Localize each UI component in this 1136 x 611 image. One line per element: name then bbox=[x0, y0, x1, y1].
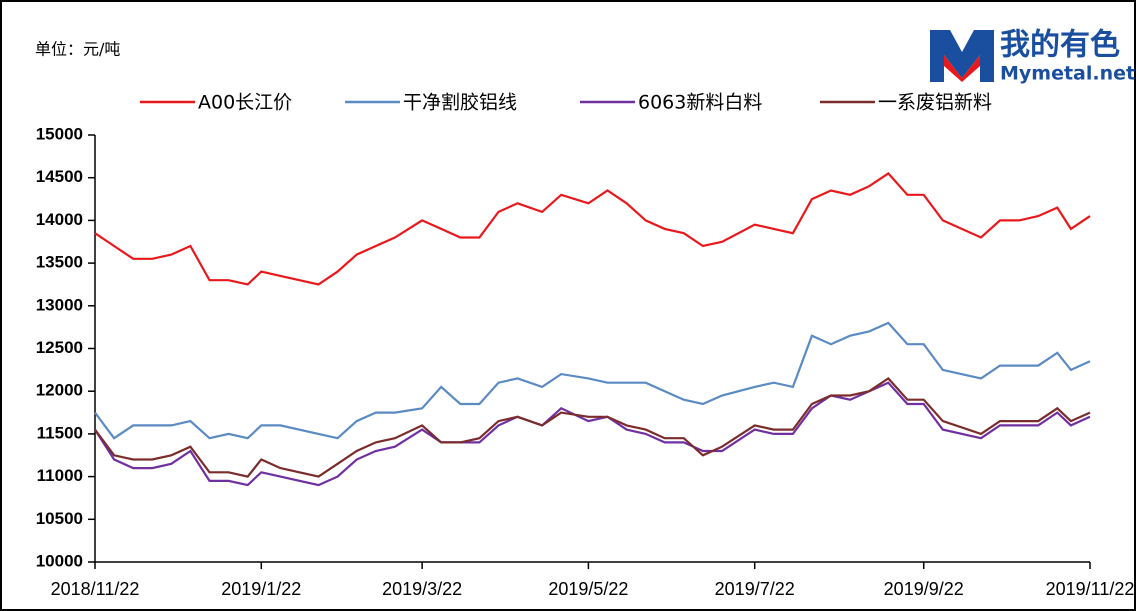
legend-label: 6063新料白料 bbox=[638, 92, 762, 114]
y-tick-label: 11000 bbox=[37, 466, 83, 485]
y-tick-label: 11500 bbox=[37, 423, 83, 442]
logo-name: 我的有色 bbox=[1000, 28, 1120, 63]
x-tick-label: 2019/5/22 bbox=[548, 579, 628, 599]
x-tick-label: 2019/7/22 bbox=[715, 579, 795, 599]
x-tick-label: 2019/1/22 bbox=[221, 579, 301, 599]
x-tick-label: 2019/9/22 bbox=[884, 579, 964, 599]
x-tick-label: 2018/11/22 bbox=[51, 579, 140, 599]
unit-label: 单位：元/吨 bbox=[35, 40, 120, 59]
y-tick-label: 13500 bbox=[36, 253, 83, 272]
y-tick-label: 12000 bbox=[36, 381, 83, 400]
legend-label: 一系废铝新料 bbox=[878, 92, 992, 114]
y-tick-label: 15000 bbox=[36, 124, 83, 143]
legend-label: 干净割胶铝线 bbox=[403, 92, 517, 114]
y-tick-label: 10500 bbox=[36, 509, 83, 528]
series-line bbox=[94, 321, 1091, 440]
logo-accent bbox=[944, 55, 980, 82]
x-tick-label: 2019/3/22 bbox=[382, 579, 462, 599]
y-tick-label: 10000 bbox=[36, 551, 83, 570]
x-tick-label: 2019/11/22 bbox=[1046, 579, 1135, 599]
logo-site: Mymetal.net bbox=[1000, 63, 1135, 85]
y-tick-label: 12500 bbox=[36, 338, 83, 357]
y-tick-label: 14500 bbox=[36, 167, 83, 186]
logo-mark bbox=[930, 30, 994, 82]
series-line bbox=[94, 381, 1091, 487]
logo: 我的有色 Mymetal.net bbox=[930, 28, 1135, 85]
series-line bbox=[94, 376, 1091, 478]
legend-label: A00长江价 bbox=[198, 92, 292, 114]
y-tick-label: 13000 bbox=[36, 295, 83, 314]
y-tick-label: 14000 bbox=[36, 210, 83, 229]
series-line bbox=[94, 171, 1091, 286]
